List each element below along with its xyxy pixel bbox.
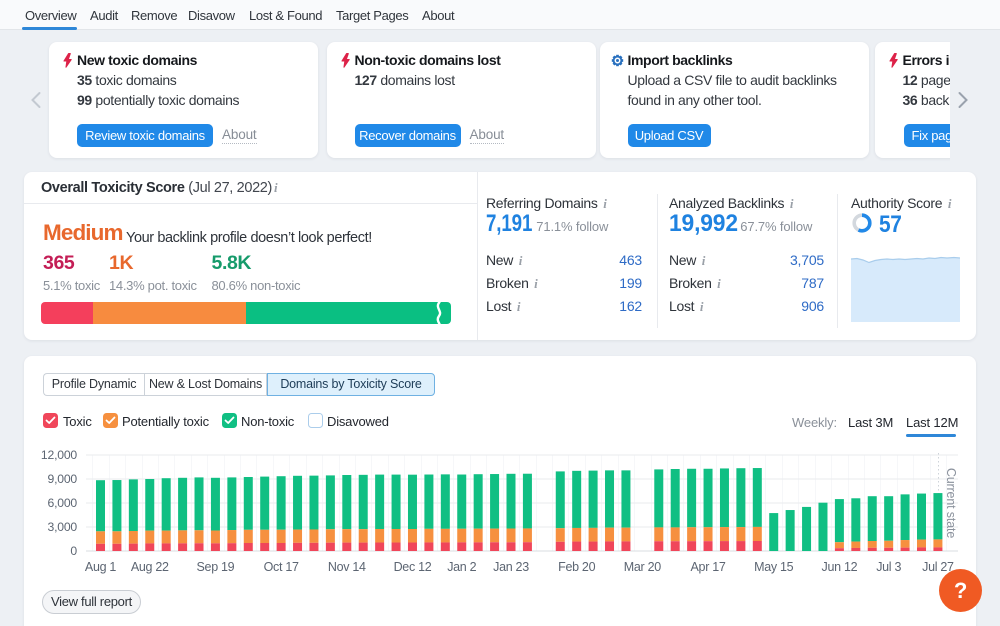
svg-text:Dec 12: Dec 12 xyxy=(394,560,432,574)
svg-text:Sep 19: Sep 19 xyxy=(197,560,235,574)
svg-text:May 15: May 15 xyxy=(754,560,794,574)
svg-text:Aug 1: Aug 1 xyxy=(85,560,117,574)
svg-text:Oct 17: Oct 17 xyxy=(264,560,299,574)
svg-text:Jul 27: Jul 27 xyxy=(922,560,954,574)
svg-text:9,000: 9,000 xyxy=(48,472,78,486)
svg-text:Jul 3: Jul 3 xyxy=(876,560,901,574)
svg-text:Current state: Current state xyxy=(944,468,958,539)
svg-text:Jan 2: Jan 2 xyxy=(447,560,476,574)
svg-text:Mar 20: Mar 20 xyxy=(624,560,661,574)
svg-text:Nov 14: Nov 14 xyxy=(328,560,366,574)
svg-text:Aug 22: Aug 22 xyxy=(131,560,169,574)
svg-text:Apr 17: Apr 17 xyxy=(691,560,726,574)
svg-text:Jan 23: Jan 23 xyxy=(493,560,529,574)
svg-text:Jun 12: Jun 12 xyxy=(822,560,858,574)
svg-text:12,000: 12,000 xyxy=(41,448,77,462)
svg-text:0: 0 xyxy=(70,544,77,558)
svg-text:Feb 20: Feb 20 xyxy=(558,560,595,574)
svg-text:3,000: 3,000 xyxy=(48,520,78,534)
svg-text:6,000: 6,000 xyxy=(48,496,78,510)
